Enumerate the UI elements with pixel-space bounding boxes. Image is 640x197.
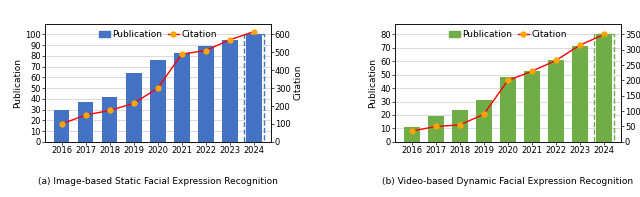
Bar xyxy=(222,40,237,142)
Citation xyxy=(504,79,512,82)
Citation xyxy=(106,109,113,112)
Y-axis label: Publication: Publication xyxy=(13,58,22,108)
Bar xyxy=(428,116,444,142)
Bar xyxy=(572,46,588,142)
Bar xyxy=(246,34,262,142)
Bar xyxy=(500,77,516,142)
Line: Citation: Citation xyxy=(410,32,607,134)
Citation xyxy=(432,125,440,128)
Bar xyxy=(244,34,264,142)
Citation xyxy=(600,33,608,36)
Citation xyxy=(576,44,584,46)
Bar xyxy=(102,97,118,142)
Text: (b) Video-based Dynamic Facial Expression Recognition: (b) Video-based Dynamic Facial Expressio… xyxy=(382,177,634,186)
Bar xyxy=(452,110,468,142)
Bar xyxy=(595,34,614,142)
Bar xyxy=(174,53,189,142)
Citation xyxy=(480,113,488,115)
Citation xyxy=(408,130,415,132)
Bar xyxy=(54,110,69,142)
Bar xyxy=(404,127,420,142)
Citation xyxy=(456,124,463,126)
Legend: Publication, Citation: Publication, Citation xyxy=(447,28,569,41)
Bar xyxy=(524,71,540,142)
Citation xyxy=(552,59,560,62)
Text: (a) Image-based Static Facial Expression Recognition: (a) Image-based Static Facial Expression… xyxy=(38,177,278,186)
Citation xyxy=(58,123,65,125)
Bar xyxy=(198,46,214,142)
Legend: Publication, Citation: Publication, Citation xyxy=(97,28,218,41)
Bar xyxy=(548,60,564,142)
Bar xyxy=(476,100,492,142)
Citation xyxy=(226,39,234,41)
Line: Citation: Citation xyxy=(59,29,256,126)
Citation xyxy=(130,102,138,105)
Citation xyxy=(178,53,186,55)
Citation xyxy=(250,31,258,33)
Citation xyxy=(202,49,210,52)
Bar xyxy=(126,73,141,142)
Y-axis label: Publication: Publication xyxy=(369,58,378,108)
Citation xyxy=(154,87,161,89)
Citation xyxy=(82,114,90,116)
Y-axis label: Citation: Citation xyxy=(294,65,303,100)
Bar xyxy=(150,60,166,142)
Bar xyxy=(78,102,93,142)
Citation xyxy=(528,70,536,72)
Bar xyxy=(596,34,612,142)
